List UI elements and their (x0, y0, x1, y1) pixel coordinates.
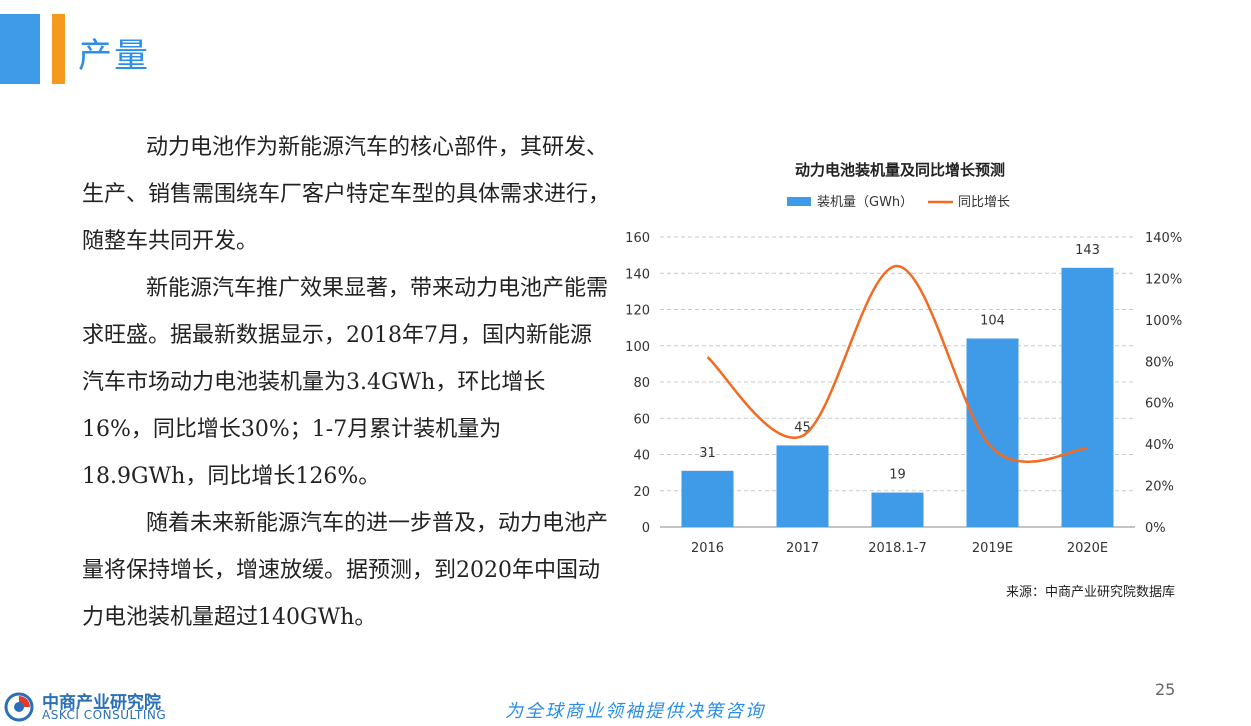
logo-mark-icon (4, 692, 34, 722)
page-number: 25 (1155, 680, 1176, 699)
page-title: 产量 (78, 36, 150, 76)
bar-value-label: 19 (889, 468, 906, 483)
x-tick-label: 2018.1-7 (868, 541, 926, 556)
x-tick-label: 2020E (1067, 541, 1108, 556)
company-logo: 中商产业研究院 ASKCI CONSULTING (4, 686, 204, 724)
bar-value-label: 104 (980, 314, 1005, 329)
bar (776, 445, 829, 527)
x-tick-label: 2017 (786, 541, 819, 556)
chart-title: 动力电池装机量及同比增长预测 (795, 161, 1005, 179)
bar (681, 470, 734, 527)
body-text: 动力电池作为新能源汽车的核心部件，其研发、生产、销售需围绕车厂客户特定车型的具体… (82, 124, 612, 641)
paragraph-1: 动力电池作为新能源汽车的核心部件，其研发、生产、销售需围绕车厂客户特定车型的具体… (82, 135, 611, 254)
y-left-tick-label: 120 (625, 304, 650, 319)
bar (966, 338, 1019, 527)
y-left-tick-label: 40 (633, 449, 650, 464)
header-accent-orange (52, 14, 65, 84)
y-right-tick-label: 60% (1145, 397, 1174, 412)
y-left-tick-label: 60 (633, 412, 650, 427)
legend-line-label: 同比增长 (958, 195, 1010, 210)
bar (871, 492, 924, 527)
y-left-tick-label: 0 (642, 521, 650, 536)
y-left-tick-label: 80 (633, 376, 650, 391)
y-right-tick-label: 20% (1145, 480, 1174, 495)
legend-bar-swatch (787, 197, 811, 206)
x-tick-label: 2019E (972, 541, 1013, 556)
chart-source: 来源：中商产业研究院数据库 (1006, 584, 1175, 600)
logo-en-text: ASKCI CONSULTING (42, 708, 167, 722)
footer-slogan: 为全球商业领袖提供决策咨询 (505, 701, 765, 722)
bar-value-label: 31 (699, 446, 716, 461)
bar-value-label: 143 (1075, 243, 1100, 258)
header-accent-blue (0, 14, 40, 84)
x-tick-label: 2016 (691, 541, 724, 556)
y-right-tick-label: 140% (1145, 231, 1182, 246)
y-right-tick-label: 40% (1145, 438, 1174, 453)
y-right-tick-label: 100% (1145, 314, 1182, 329)
y-right-tick-label: 0% (1145, 521, 1166, 536)
y-right-tick-label: 120% (1145, 272, 1182, 287)
paragraph-2: 新能源汽车推广效果显著，带来动力电池产能需求旺盛。据最新数据显示，2018年7月… (82, 276, 609, 489)
y-left-tick-label: 100 (625, 340, 650, 355)
paragraph-3: 随着未来新能源汽车的进一步普及，动力电池产量将保持增长，增速放缓。据预测，到20… (82, 511, 609, 630)
y-left-tick-label: 20 (633, 485, 650, 500)
bar (1061, 267, 1114, 527)
y-left-tick-label: 160 (625, 231, 650, 246)
logo-cn-text: 中商产业研究院 (42, 693, 161, 713)
y-left-tick-label: 140 (625, 267, 650, 282)
growth-line (706, 264, 1088, 463)
legend-bar-label: 装机量（GWh） (817, 195, 913, 210)
y-right-tick-label: 80% (1145, 355, 1174, 370)
